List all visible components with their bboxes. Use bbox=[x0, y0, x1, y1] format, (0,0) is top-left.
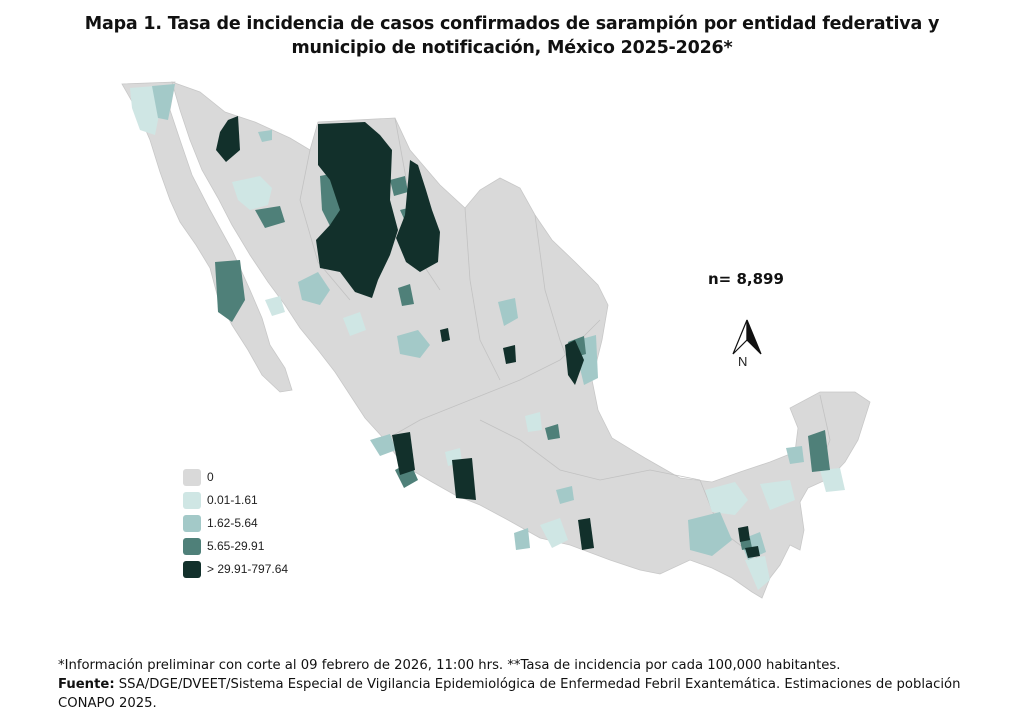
legend-item-1: 0.01-1.61 bbox=[183, 489, 288, 511]
map-title-line-2: municipio de notificación, México 2025-2… bbox=[291, 38, 733, 58]
legend-label: > 29.91-797.64 bbox=[207, 562, 289, 576]
map-legend: 0 0.01-1.61 1.62-5.64 5.65-29.91 > 29.91… bbox=[183, 466, 288, 581]
incidence-class-2-areas bbox=[152, 84, 804, 560]
incidence-class-4-areas bbox=[216, 116, 760, 558]
footer-note: *Información preliminar con corte al 09 … bbox=[58, 658, 841, 673]
footer-source: Fuente: SSA/DGE/DVEET/Sistema Especial d… bbox=[58, 675, 1018, 713]
legend-swatch bbox=[183, 468, 201, 486]
legend-label: 0 bbox=[207, 470, 214, 484]
source-text: SSA/DGE/DVEET/Sistema Especial de Vigila… bbox=[58, 677, 961, 711]
legend-swatch bbox=[183, 491, 201, 509]
legend-item-0: 0 bbox=[183, 466, 288, 488]
legend-swatch bbox=[183, 560, 201, 578]
legend-label: 5.65-29.91 bbox=[207, 539, 265, 553]
footer-notes: *Información preliminar con corte al 09 … bbox=[58, 656, 1018, 713]
legend-label: 1.62-5.64 bbox=[207, 516, 258, 530]
legend-item-2: 1.62-5.64 bbox=[183, 512, 288, 534]
legend-swatch bbox=[183, 514, 201, 532]
source-label: Fuente: bbox=[58, 677, 115, 692]
north-arrow-icon bbox=[732, 319, 762, 355]
legend-item-4: > 29.91-797.64 bbox=[183, 558, 288, 580]
sample-size-label: n= 8,899 bbox=[708, 270, 784, 288]
legend-item-3: 5.65-29.91 bbox=[183, 535, 288, 557]
legend-swatch bbox=[183, 537, 201, 555]
map-title-line-1: Mapa 1. Tasa de incidencia de casos conf… bbox=[84, 14, 940, 34]
incidence-class-1-areas bbox=[130, 86, 845, 590]
north-label: N bbox=[738, 354, 748, 369]
legend-label: 0.01-1.61 bbox=[207, 493, 258, 507]
map-title: Mapa 1. Tasa de incidencia de casos conf… bbox=[0, 12, 1024, 60]
